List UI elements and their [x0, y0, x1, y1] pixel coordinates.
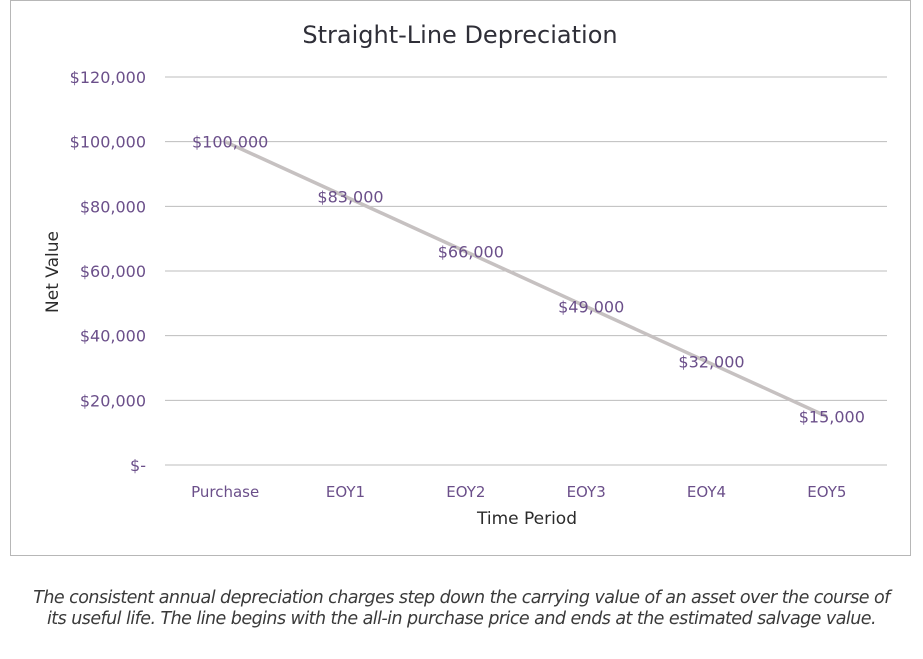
- chart-frame: [10, 0, 911, 556]
- x-axis-label: Time Period: [476, 509, 577, 529]
- chart-title: Straight-Line Depreciation: [302, 21, 617, 49]
- x-tick-label: EOY2: [446, 483, 485, 501]
- caption-line-1: The consistent annual depreciation charg…: [33, 588, 890, 608]
- data-label: $100,000: [192, 133, 268, 152]
- y-tick-label: $80,000: [80, 197, 146, 216]
- gridlines: [165, 76, 887, 466]
- x-tick-label: EOY4: [687, 483, 726, 501]
- y-tick-label: $100,000: [70, 133, 146, 152]
- data-label: $83,000: [317, 188, 383, 207]
- y-tick-labels: $- $20,000 $40,000 $60,000 $80,000 $100,000 $1…: [70, 68, 146, 475]
- data-labels: $100,000 $83,000 $66,000 $49,000 $32,000 $15,…: [192, 133, 865, 427]
- x-tick-label: EOY1: [326, 483, 365, 501]
- y-tick-label: $60,000: [80, 262, 146, 281]
- y-tick-label: $-: [130, 456, 146, 475]
- figure-caption: The consistent annual depreciation charg…: [0, 588, 923, 630]
- depreciation-chart: Straight-Line Depreciation $- $20,000 $40,…: [43, 21, 887, 529]
- x-tick-label: EOY5: [807, 483, 846, 501]
- y-axis-label: Net Value: [43, 231, 63, 313]
- x-tick-label: Purchase: [191, 483, 259, 501]
- x-tick-labels: Purchase EOY1 EOY2 EOY3 EOY4 EOY5: [191, 483, 846, 501]
- data-label: $49,000: [558, 298, 624, 317]
- data-label: $66,000: [438, 243, 504, 262]
- series-line-layer: [224, 140, 828, 419]
- data-label: $15,000: [799, 408, 865, 427]
- y-tick-label: $120,000: [70, 68, 146, 87]
- caption-line-2: its useful life. The line begins with th…: [47, 609, 877, 629]
- y-tick-label: $20,000: [80, 391, 146, 410]
- y-tick-label: $40,000: [80, 327, 146, 346]
- series-line: [224, 140, 828, 419]
- x-tick-label: EOY3: [567, 483, 606, 501]
- data-label: $32,000: [678, 353, 744, 372]
